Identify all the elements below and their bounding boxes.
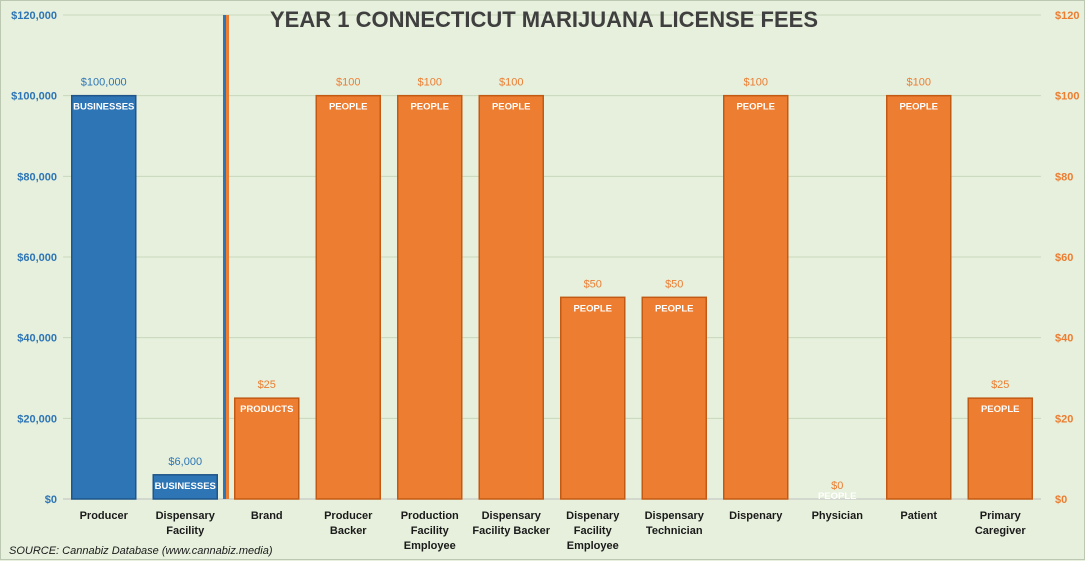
bar-unit-label: PEOPLE: [492, 102, 531, 113]
category-label-line: Employee: [404, 540, 456, 552]
category-label-line: Technician: [646, 525, 703, 537]
category-label-line: Physician: [812, 510, 864, 522]
category-label: Primary Caregiver: [975, 510, 1026, 537]
right-tick-label: $120: [1055, 10, 1079, 22]
category-label-line: Dispensary: [156, 510, 216, 522]
category-label-line: Production: [401, 510, 459, 522]
divider: [223, 15, 229, 499]
data-label: $100: [907, 77, 931, 89]
left-tick-label: $20,000: [17, 413, 57, 425]
right-tick-label: $0: [1055, 494, 1067, 506]
category-label-line: Facility: [574, 525, 613, 537]
bar-unit-label: PEOPLE: [573, 303, 612, 314]
category-label: Dispensary Technician: [645, 510, 705, 537]
category-label-line: Dispenary: [566, 510, 620, 522]
chart-title: YEAR 1 CONNECTICUT MARIJUANA LICENSE FEE…: [270, 7, 818, 32]
category-labels: Producer Dispensary Facility Brand Producer B…: [80, 510, 1027, 552]
left-tick-label: $80,000: [17, 171, 57, 183]
category-label-line: Patient: [900, 510, 937, 522]
right-tick-label: $80: [1055, 171, 1073, 183]
category-label: Physician: [812, 510, 864, 522]
data-label: $50: [665, 278, 683, 290]
bars: $100,000 BUSINESSES $6,000 BUSINESSES $25 PRO…: [71, 77, 1033, 502]
bar: [397, 94, 463, 500]
bar-unit-label: PEOPLE: [655, 303, 694, 314]
category-label: Patient: [900, 510, 937, 522]
category-label: Dispensary Facility Backer: [472, 510, 550, 537]
source-note: SOURCE: Cannabiz Database (www.cannabiz.…: [9, 545, 273, 557]
category-label: Dispenary: [729, 510, 783, 522]
category-label-line: Facility Backer: [472, 525, 550, 537]
category-label-line: Producer: [80, 510, 129, 522]
left-tick-label: $0: [45, 494, 57, 506]
right-tick-label: $60: [1055, 252, 1073, 264]
category-label: Dispenary Facility Employee: [566, 510, 620, 552]
left-axis: $0 $20,000 $40,000 $60,000 $80,000 $100,000 $1…: [11, 10, 57, 506]
data-label: $100: [744, 77, 768, 89]
bar-unit-label: BUSINESSES: [155, 481, 216, 492]
data-label: $100: [336, 77, 360, 89]
bar: [641, 296, 707, 500]
category-label: Producer: [80, 510, 129, 522]
data-label: $6,000: [168, 456, 202, 468]
bar-unit-label: PEOPLE: [410, 102, 449, 113]
bar: [723, 94, 789, 500]
bar: [152, 474, 218, 500]
bar-unit-label: BUSINESSES: [73, 102, 134, 113]
category-label-line: Dispensary: [482, 510, 542, 522]
category-label-line: Facility: [166, 525, 205, 537]
bar: [234, 397, 300, 500]
right-tick-label: $20: [1055, 413, 1073, 425]
data-label: $100: [418, 77, 442, 89]
bar: [967, 397, 1033, 500]
category-label: Brand: [251, 510, 283, 522]
category-label: Dispensary Facility: [156, 510, 216, 537]
data-label: $50: [584, 278, 602, 290]
bar-unit-label: PEOPLE: [736, 102, 775, 113]
bar: [478, 94, 544, 500]
left-tick-label: $120,000: [11, 10, 57, 22]
category-label-line: Brand: [251, 510, 283, 522]
data-label: $25: [258, 379, 276, 391]
category-label-line: Employee: [567, 540, 619, 552]
bar-unit-label: PRODUCTS: [240, 404, 293, 415]
category-label-line: Facility: [411, 525, 450, 537]
data-label: $0: [831, 480, 843, 492]
category-label-line: Dispenary: [729, 510, 783, 522]
left-tick-label: $100,000: [11, 91, 57, 103]
bar: [315, 94, 381, 500]
bar-unit-label: PEOPLE: [329, 102, 368, 113]
category-label-line: Backer: [330, 525, 367, 537]
right-tick-label: $100: [1055, 91, 1079, 103]
category-label: Producer Backer: [324, 510, 373, 537]
category-label-line: Caregiver: [975, 525, 1026, 537]
data-label: $100: [499, 77, 523, 89]
left-tick-label: $40,000: [17, 333, 57, 345]
category-label: Production Facility Employee: [401, 510, 459, 552]
left-tick-label: $60,000: [17, 252, 57, 264]
bar: [886, 94, 952, 500]
bar: [71, 94, 137, 500]
right-tick-label: $40: [1055, 333, 1073, 345]
category-label-line: Primary: [980, 510, 1022, 522]
bar: [560, 296, 626, 500]
bar-unit-label: PEOPLE: [899, 102, 938, 113]
category-label-line: Dispensary: [645, 510, 705, 522]
data-label: $100,000: [81, 77, 127, 89]
bar-unit-label: PEOPLE: [818, 491, 857, 502]
right-axis: $0 $20 $40 $60 $80 $100 $120: [1055, 10, 1079, 506]
bar-unit-label: PEOPLE: [981, 404, 1020, 415]
category-label-line: Producer: [324, 510, 373, 522]
data-label: $25: [991, 379, 1009, 391]
